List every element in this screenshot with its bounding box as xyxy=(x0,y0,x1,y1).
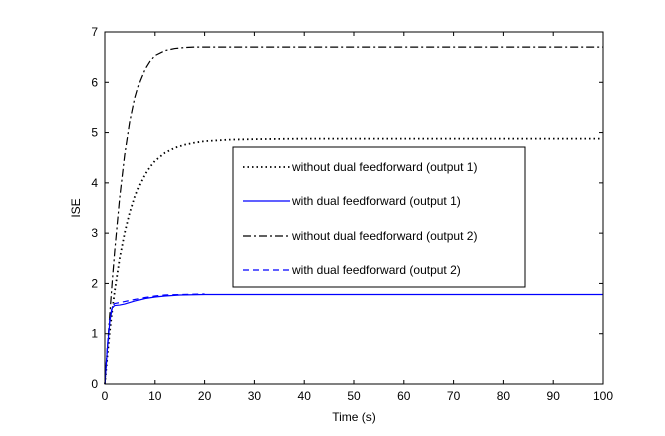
x-tick-label: 30 xyxy=(248,389,262,403)
x-tick-label: 20 xyxy=(198,389,212,403)
x-tick-label: 0 xyxy=(102,389,109,403)
y-tick-label: 5 xyxy=(91,126,98,140)
y-tick-label: 6 xyxy=(91,75,98,89)
legend: without dual feedforward (output 1) with… xyxy=(232,146,526,288)
series-line-3 xyxy=(104,46,603,385)
y-tick-label: 4 xyxy=(91,176,98,190)
series-line-1 xyxy=(104,137,603,385)
x-tick-label: 70 xyxy=(447,389,461,403)
legend-box xyxy=(232,146,526,288)
series-layer xyxy=(104,46,603,385)
y-tick-label: 7 xyxy=(91,25,98,39)
y-tick-label: 2 xyxy=(91,276,98,290)
x-tick-label: 50 xyxy=(347,389,361,403)
legend-label-4: with dual feedforward (output 2) xyxy=(291,263,461,277)
x-tick-label: 90 xyxy=(547,389,561,403)
x-tick-label: 40 xyxy=(298,389,312,403)
series-line-2 xyxy=(104,293,603,385)
x-tick-label: 80 xyxy=(497,389,511,403)
y-tick-label: 1 xyxy=(91,327,98,341)
x-tick-label: 100 xyxy=(593,389,613,403)
legend-label-1: without dual feedforward (output 1) xyxy=(291,160,477,174)
series-line-4 xyxy=(104,293,205,385)
y-tick-label: 3 xyxy=(91,226,98,240)
x-axis-label: Time (s) xyxy=(332,410,376,424)
legend-label-3: without dual feedforward (output 2) xyxy=(291,229,477,243)
y-axis-label: ISE xyxy=(69,198,83,217)
y-tick-label: 0 xyxy=(91,377,98,391)
legend-label-2: with dual feedforward (output 1) xyxy=(291,194,461,208)
ticks-layer: 0 10 20 30 40 50 60 70 80 90 100 0 1 2 3 4 5 6 7 xyxy=(91,25,613,403)
x-tick-label: 10 xyxy=(148,389,162,403)
x-tick-label: 60 xyxy=(397,389,411,403)
